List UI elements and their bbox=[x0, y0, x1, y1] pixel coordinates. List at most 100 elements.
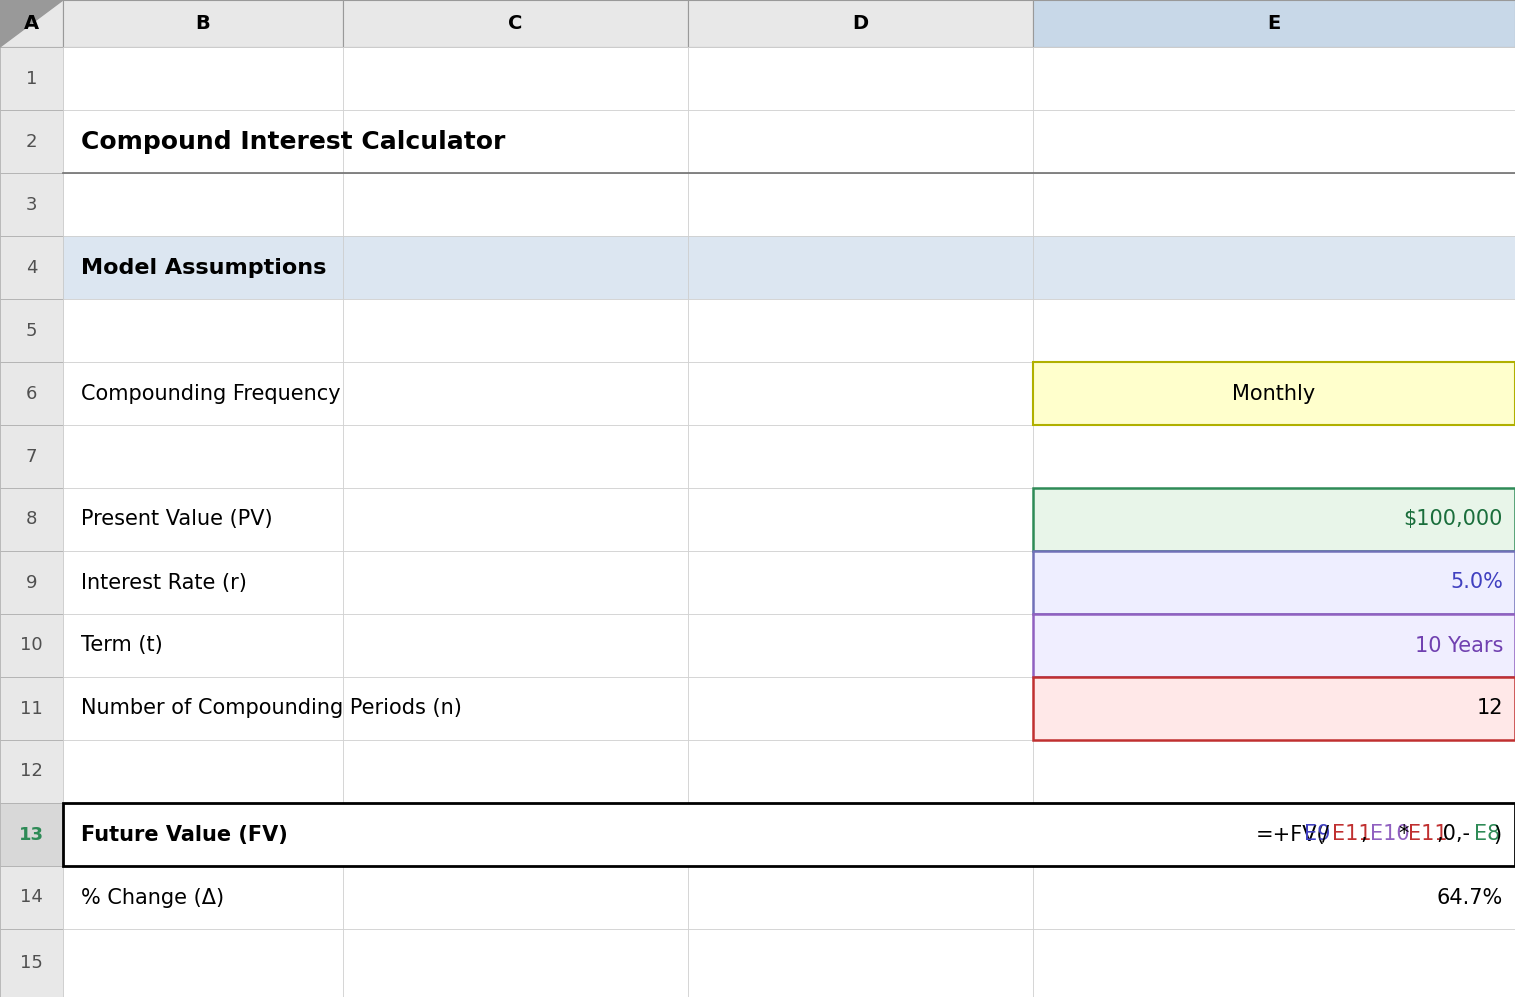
Bar bbox=[0, 0, 64, 47]
Bar bbox=[0, 677, 64, 740]
Text: Term (t): Term (t) bbox=[80, 635, 162, 655]
Text: E10: E10 bbox=[1370, 825, 1409, 844]
Text: 13: 13 bbox=[20, 826, 44, 843]
Bar bbox=[688, 0, 1033, 47]
Text: 4: 4 bbox=[26, 258, 38, 276]
Bar bbox=[64, 362, 342, 425]
Text: 10 Years: 10 Years bbox=[1415, 635, 1503, 655]
Bar bbox=[688, 677, 1033, 740]
Bar bbox=[64, 929, 342, 997]
Bar bbox=[342, 299, 688, 362]
Bar bbox=[0, 929, 64, 997]
Bar bbox=[1033, 362, 1515, 425]
Bar bbox=[1033, 110, 1515, 173]
Bar bbox=[342, 362, 688, 425]
Bar bbox=[342, 47, 688, 110]
Bar bbox=[688, 173, 1033, 236]
Bar bbox=[1033, 47, 1515, 110]
Text: Number of Compounding Periods (n): Number of Compounding Periods (n) bbox=[80, 699, 462, 719]
Text: A: A bbox=[24, 14, 39, 33]
Text: ,: , bbox=[1360, 825, 1367, 844]
Bar bbox=[0, 0, 64, 47]
Text: Present Value (PV): Present Value (PV) bbox=[80, 509, 273, 529]
Bar bbox=[688, 740, 1033, 803]
Bar bbox=[0, 740, 64, 803]
Polygon shape bbox=[0, 0, 64, 47]
Bar bbox=[342, 677, 688, 740]
Text: Interest Rate (r): Interest Rate (r) bbox=[80, 572, 247, 592]
Bar bbox=[0, 488, 64, 551]
Bar bbox=[688, 110, 1033, 173]
Bar bbox=[1033, 488, 1515, 551]
Text: ): ) bbox=[1494, 825, 1501, 844]
Bar bbox=[0, 866, 64, 929]
Bar bbox=[64, 236, 342, 299]
Bar bbox=[64, 551, 342, 614]
Bar bbox=[64, 740, 342, 803]
Bar bbox=[688, 614, 1033, 677]
Bar bbox=[0, 299, 64, 362]
Bar bbox=[0, 236, 64, 299]
Text: E11: E11 bbox=[1407, 825, 1448, 844]
Bar bbox=[64, 488, 342, 551]
Bar bbox=[1033, 488, 1515, 551]
Text: /: / bbox=[1323, 825, 1330, 844]
Bar bbox=[688, 362, 1033, 425]
Bar bbox=[342, 803, 688, 866]
Text: 11: 11 bbox=[20, 700, 42, 718]
Bar bbox=[0, 803, 64, 866]
Text: Monthly: Monthly bbox=[1232, 384, 1315, 404]
Bar bbox=[0, 173, 64, 236]
Bar bbox=[64, 173, 342, 236]
Text: D: D bbox=[853, 14, 868, 33]
Bar bbox=[0, 425, 64, 488]
Bar bbox=[0, 110, 64, 173]
Bar bbox=[64, 0, 342, 47]
Text: Compounding Frequency: Compounding Frequency bbox=[80, 384, 341, 404]
Bar bbox=[342, 740, 688, 803]
Text: 9: 9 bbox=[26, 573, 38, 591]
Bar bbox=[1033, 0, 1515, 47]
Bar bbox=[1033, 173, 1515, 236]
Text: % Change (Δ): % Change (Δ) bbox=[80, 887, 224, 907]
Bar bbox=[1033, 551, 1515, 614]
Bar bbox=[64, 110, 342, 173]
Bar bbox=[64, 47, 342, 110]
Text: 8: 8 bbox=[26, 510, 38, 528]
Text: E11: E11 bbox=[1332, 825, 1371, 844]
Bar bbox=[1033, 425, 1515, 488]
Bar bbox=[64, 677, 342, 740]
Text: 1: 1 bbox=[26, 70, 38, 88]
Bar bbox=[64, 803, 342, 866]
Bar bbox=[688, 866, 1033, 929]
Text: 15: 15 bbox=[20, 954, 42, 972]
Bar bbox=[1033, 236, 1515, 299]
Bar bbox=[1033, 866, 1515, 929]
Text: Future Value (FV): Future Value (FV) bbox=[80, 825, 288, 844]
Text: 12: 12 bbox=[1477, 699, 1503, 719]
Text: 12: 12 bbox=[20, 763, 42, 781]
Bar bbox=[342, 866, 688, 929]
Text: 14: 14 bbox=[20, 888, 42, 906]
Text: Compound Interest Calculator: Compound Interest Calculator bbox=[80, 130, 506, 154]
Bar bbox=[1033, 299, 1515, 362]
Bar bbox=[342, 614, 688, 677]
Text: $100,000: $100,000 bbox=[1403, 509, 1503, 529]
Bar bbox=[342, 929, 688, 997]
Bar bbox=[688, 551, 1033, 614]
Text: 6: 6 bbox=[26, 385, 38, 403]
Text: *: * bbox=[1398, 825, 1409, 844]
Bar bbox=[64, 614, 342, 677]
Bar bbox=[64, 866, 342, 929]
Bar bbox=[1033, 677, 1515, 740]
Text: E8: E8 bbox=[1474, 825, 1501, 844]
Bar bbox=[342, 551, 688, 614]
Bar bbox=[1033, 614, 1515, 677]
Bar bbox=[1033, 614, 1515, 677]
Bar bbox=[0, 362, 64, 425]
Bar bbox=[1033, 551, 1515, 614]
Bar bbox=[688, 929, 1033, 997]
Bar bbox=[688, 236, 1033, 299]
Bar bbox=[1033, 362, 1515, 425]
Bar bbox=[342, 173, 688, 236]
